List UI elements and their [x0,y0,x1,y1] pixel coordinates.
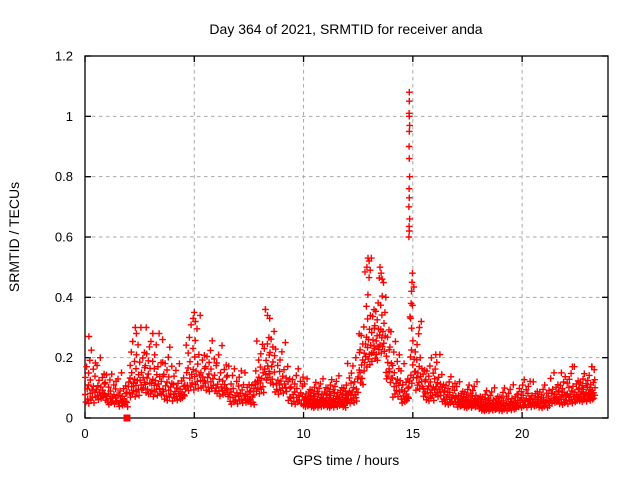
x-tick-label: 5 [191,426,198,441]
x-tick-label: 20 [515,426,529,441]
y-tick-label: 0.2 [55,350,73,365]
y-tick-label: 1 [66,109,73,124]
y-tick-label: 1.2 [55,49,73,64]
chart-title: Day 364 of 2021, SRMTID for receiver and… [209,21,482,37]
y-axis-label: SRMTID / TECUs [6,182,22,292]
y-tick-label: 0.8 [55,169,73,184]
x-axis-label: GPS time / hours [293,452,400,468]
y-tick-label: 0.4 [55,290,73,305]
x-tick-label: 15 [406,426,420,441]
x-tick-label: 10 [296,426,310,441]
x-tick-label: 0 [81,426,88,441]
tick-labels: 0 5 10 15 20 0 0.2 0.4 0.6 0.8 1 1.2 [55,49,529,442]
y-tick-label: 0.6 [55,230,73,245]
scatter-points [81,88,599,422]
data-points-plus-markers [81,88,599,415]
y-tick-label: 0 [66,411,73,426]
special-square-marker [123,414,131,422]
